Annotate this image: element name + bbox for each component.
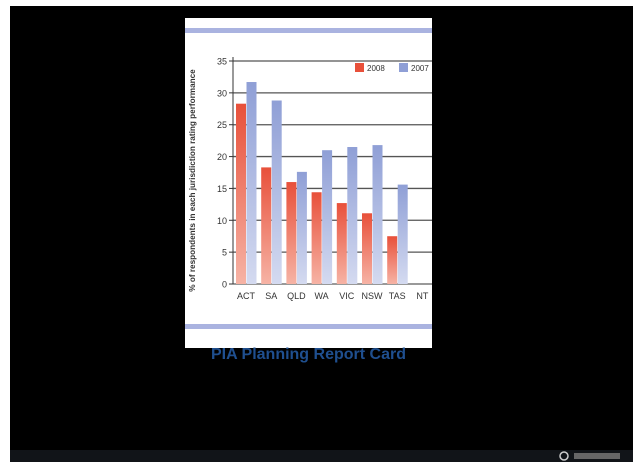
bar-2008-wa [311, 192, 322, 284]
legend-label-2007: 2007 [411, 64, 429, 73]
x-tick-label: QLD [287, 291, 306, 301]
y-tick-label: 10 [217, 216, 227, 226]
bar-2007-act [246, 82, 257, 284]
x-tick-label: ACT [237, 291, 256, 301]
bar-2007-wa [322, 150, 333, 284]
legend-swatch-2007 [399, 63, 408, 72]
bar-2007-vic [347, 147, 358, 284]
bar-2007-sa [271, 100, 282, 284]
bar-2007-nsw [372, 145, 383, 284]
x-tick-label: VIC [339, 291, 355, 301]
bar-2008-act [236, 103, 246, 284]
y-tick-label: 5 [222, 248, 227, 258]
bar-2008-tas [387, 236, 398, 284]
chart-image: 0 5 10 15 20 25 30 35 % of respondents in each j… [185, 18, 432, 348]
x-tick-label: NT [416, 291, 428, 301]
x-tick-label: WA [315, 291, 329, 301]
top-accent-bar [185, 28, 432, 33]
y-tick-label: 15 [217, 184, 227, 194]
player-logo-icon [559, 451, 620, 461]
bar-2007-qld [296, 171, 307, 284]
y-tick-label: 25 [217, 120, 227, 130]
legend-label-2008: 2008 [367, 64, 385, 73]
bar-2008-sa [261, 167, 272, 284]
bar-2007-tas [397, 184, 408, 284]
y-tick-label: 20 [217, 152, 227, 162]
y-axis-label: % of respondents in each jurisdiction ra… [188, 69, 197, 292]
legend-swatch-2008 [355, 63, 364, 72]
bar-2008-vic [336, 203, 347, 284]
bar-chart: 0 5 10 15 20 25 30 35 % of respondents in each j… [185, 28, 432, 329]
bar-2008-qld [286, 182, 297, 284]
x-tick-label: TAS [389, 291, 406, 301]
y-tick-label: 35 [217, 57, 227, 67]
y-tick-label: 30 [217, 88, 227, 98]
bottom-accent-bar [185, 324, 432, 329]
bar-2008-nsw [362, 213, 372, 284]
x-tick-label: SA [265, 291, 277, 301]
chart-caption: PIA Planning Report Card [211, 346, 406, 363]
player-footer-bar [10, 450, 633, 462]
y-tick-label: 0 [222, 280, 227, 290]
x-tick-label: NSW [362, 291, 384, 301]
